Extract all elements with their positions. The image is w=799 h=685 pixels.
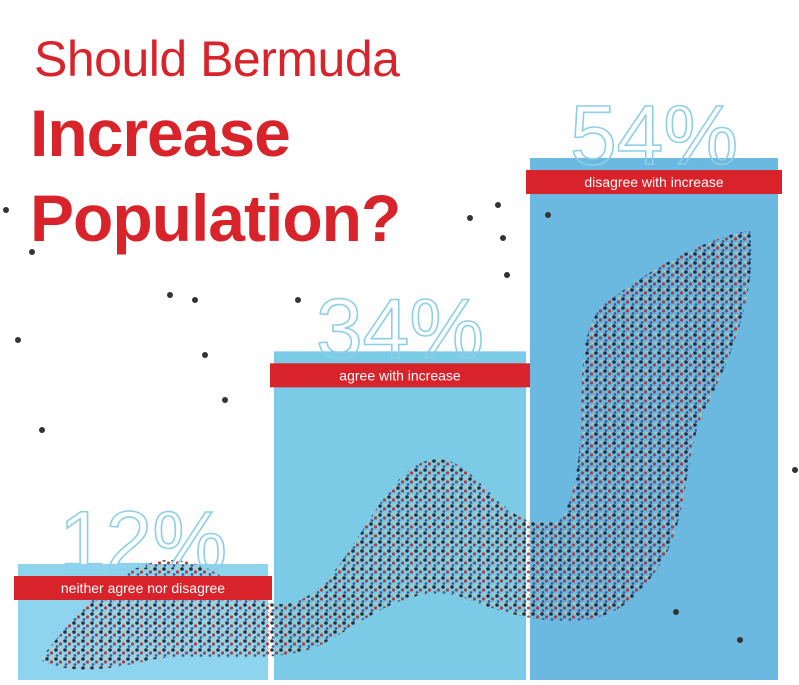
people-decoration xyxy=(3,202,798,643)
title-line-1: Should Bermuda xyxy=(34,31,400,87)
category-band-3 xyxy=(526,170,782,194)
category-label-1: neither agree nor disagree xyxy=(61,580,225,596)
category-band-2 xyxy=(270,363,530,388)
value-label-1: 12% xyxy=(59,494,227,588)
crowd-island-decoration xyxy=(40,230,752,670)
value-label-3: 54% xyxy=(570,88,738,182)
title-line-3: Population? xyxy=(30,181,401,255)
category-label-2: agree with increase xyxy=(339,367,461,383)
value-label-2: 34% xyxy=(316,281,484,375)
category-band-1 xyxy=(14,576,272,600)
title-line-2: Increase xyxy=(30,96,291,170)
category-label-3: disagree with increase xyxy=(584,174,724,190)
